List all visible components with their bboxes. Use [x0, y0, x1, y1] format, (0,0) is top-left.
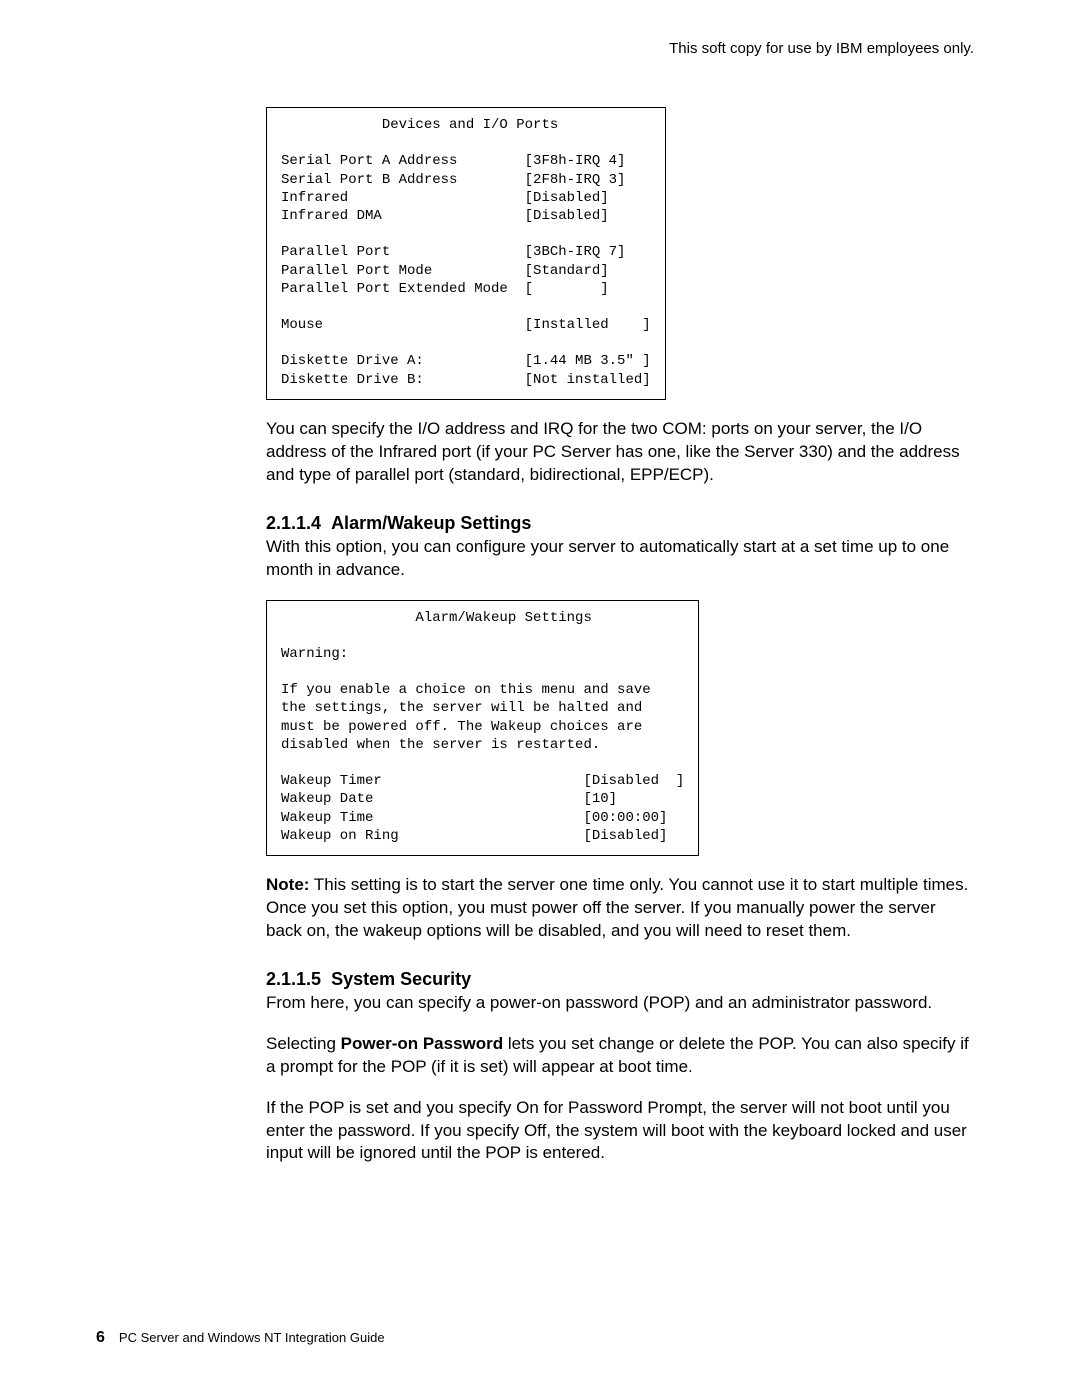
footer: 6 PC Server and Windows NT Integration Gu…: [96, 1329, 385, 1347]
heading-security-number: 2.1.1.5: [266, 969, 321, 989]
paragraph-security-3: If the POP is set and you specify On for…: [266, 1097, 974, 1166]
alarm-wakeup-box: Alarm/Wakeup Settings Warning: If you en…: [266, 600, 699, 856]
header-note: This soft copy for use by IBM employees …: [96, 40, 974, 57]
heading-alarm-title: Alarm/Wakeup Settings: [331, 513, 531, 533]
heading-security: 2.1.1.5 System Security: [266, 969, 984, 990]
paragraph-security-1: From here, you can specify a power-on pa…: [266, 992, 974, 1015]
footer-title: PC Server and Windows NT Integration Gui…: [119, 1330, 385, 1345]
heading-security-title: System Security: [331, 969, 471, 989]
paragraph-note: Note: This setting is to start the serve…: [266, 874, 974, 943]
page-number: 6: [96, 1329, 105, 1346]
paragraph-alarm-intro: With this option, you can configure your…: [266, 536, 974, 582]
heading-alarm-number: 2.1.1.4: [266, 513, 321, 533]
paragraph-io-desc: You can specify the I/O address and IRQ …: [266, 418, 974, 487]
sec2-pre: Selecting: [266, 1034, 341, 1053]
sec2-bold: Power-on Password: [341, 1034, 503, 1053]
paragraph-security-2: Selecting Power-on Password lets you set…: [266, 1033, 974, 1079]
heading-alarm: 2.1.1.4 Alarm/Wakeup Settings: [266, 513, 984, 534]
note-label: Note:: [266, 875, 309, 894]
devices-io-box: Devices and I/O Ports Serial Port A Addr…: [266, 107, 666, 400]
note-text: This setting is to start the server one …: [266, 875, 968, 940]
